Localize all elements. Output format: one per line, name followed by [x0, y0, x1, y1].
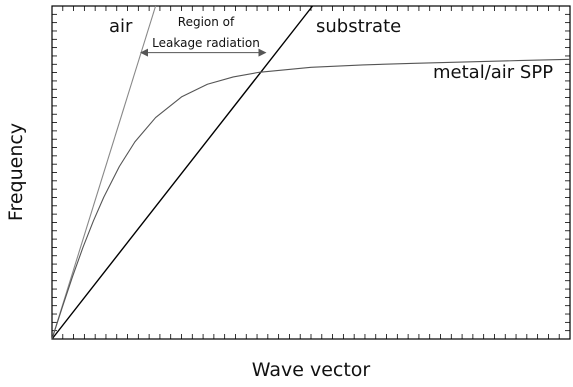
- region-label-line2: Leakage radiation: [152, 36, 260, 50]
- air-label: air: [109, 16, 133, 37]
- plot-frame: [51, 5, 571, 340]
- x-axis-label: Wave vector: [252, 359, 371, 381]
- x-axis-ticks: [62, 6, 560, 339]
- series-line-substrate: [51, 5, 314, 340]
- substrate-label: substrate: [316, 16, 401, 37]
- y-axis-label: Frequency: [5, 123, 27, 221]
- series-layer: [51, 5, 571, 340]
- y-axis-ticks: [52, 13, 570, 332]
- spp-label: metal/air SPP: [433, 62, 553, 83]
- region-label-line1: Region of: [178, 15, 235, 29]
- series-line-air: [51, 5, 157, 340]
- series-line-metal-air-spp: [51, 58, 571, 340]
